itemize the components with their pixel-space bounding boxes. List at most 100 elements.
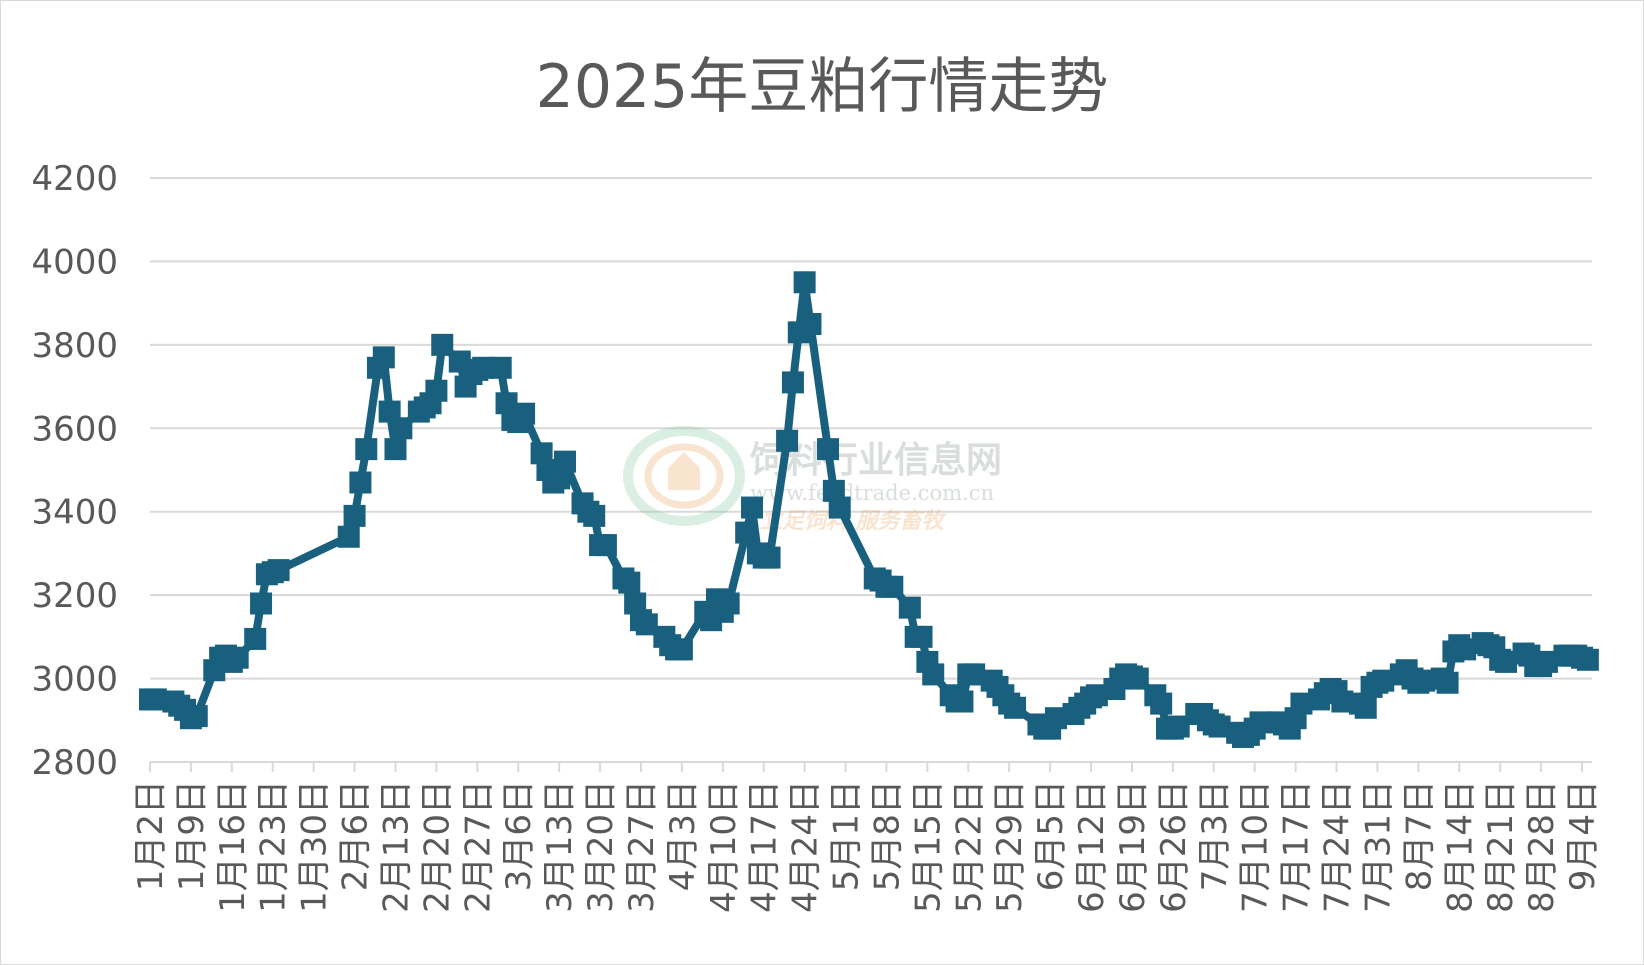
data-point — [226, 646, 249, 669]
data-point — [1150, 692, 1173, 715]
x-tick-label: 8月28日 — [1522, 780, 1562, 913]
x-tick-label: 5月8日 — [867, 780, 907, 891]
x-tick-label: 4月24日 — [786, 780, 826, 913]
data-point — [594, 534, 617, 557]
data-point — [1004, 696, 1027, 719]
data-point — [1535, 650, 1558, 673]
x-tick-label: 7月17日 — [1277, 780, 1317, 913]
x-tick-label: 4月10日 — [704, 780, 744, 913]
x-tick-label: 5月1日 — [827, 780, 867, 891]
data-point — [1331, 690, 1354, 713]
data-point — [799, 313, 822, 335]
data-point — [349, 471, 372, 494]
data-point — [431, 333, 454, 356]
data-point — [337, 525, 360, 548]
data-point — [735, 521, 758, 544]
data-point — [583, 504, 606, 527]
x-tick-label: 6月12日 — [1072, 780, 1112, 913]
data-point — [495, 392, 518, 415]
data-point — [717, 592, 740, 615]
x-tick-label: 3月20日 — [581, 780, 621, 913]
data-point — [267, 559, 290, 582]
data-point — [530, 442, 553, 465]
x-tick-label: 7月24日 — [1318, 780, 1358, 913]
data-point — [489, 356, 512, 379]
data-point — [1044, 707, 1067, 730]
x-tick-label: 4月17日 — [745, 780, 785, 913]
data-point — [1290, 692, 1313, 715]
data-point — [624, 592, 647, 615]
x-tick-label: 5月15日 — [908, 780, 948, 913]
y-tick-label: 3200 — [31, 576, 118, 616]
data-point — [881, 575, 904, 598]
x-tick-label: 3月13日 — [540, 780, 580, 913]
x-tick-label: 8月14日 — [1440, 780, 1480, 913]
data-point — [472, 356, 495, 379]
data-point — [425, 379, 448, 402]
x-tick-label: 8月21日 — [1481, 780, 1521, 913]
x-tick-label: 2月20日 — [417, 780, 457, 913]
data-point — [1208, 715, 1231, 738]
data-point — [355, 438, 378, 461]
y-tick-label: 3600 — [31, 409, 118, 449]
data-point — [963, 663, 986, 686]
x-tick-label: 6月26日 — [1154, 780, 1194, 913]
chart-title: 2025年豆粕行情走势 — [535, 52, 1109, 122]
data-point — [1249, 711, 1272, 734]
x-tick-label: 5月22日 — [949, 780, 989, 913]
x-tick-label: 1月16日 — [213, 780, 253, 913]
data-point — [250, 592, 273, 615]
data-point — [244, 627, 267, 650]
y-tick-label: 2800 — [31, 743, 118, 783]
x-tick-label: 6月19日 — [1113, 780, 1153, 913]
watermark-logo-icon — [623, 426, 745, 526]
data-point — [822, 479, 845, 502]
watermark-url: www.feedtrade.com.cn — [750, 481, 994, 505]
data-point — [670, 638, 693, 661]
gridlines — [150, 177, 1592, 763]
x-tick-label: 5月29日 — [990, 780, 1030, 913]
data-point — [378, 400, 401, 423]
data-point — [513, 402, 536, 425]
data-point — [776, 429, 799, 452]
data-point — [553, 450, 576, 473]
x-tick-label: 2月27日 — [458, 780, 498, 913]
y-tick-label: 3400 — [31, 493, 118, 533]
x-tick-label: 8月7日 — [1399, 780, 1439, 891]
watermark: 饲料行业信息网 www.feedtrade.com.cn 立足饲料 服务畜牧 — [623, 426, 1002, 534]
data-point — [343, 504, 366, 527]
data-point — [390, 417, 413, 440]
x-tick-label: 1月30日 — [295, 780, 335, 913]
data-point — [1167, 715, 1190, 738]
data-point — [1126, 667, 1149, 690]
x-tick-label: 1月23日 — [254, 780, 294, 913]
data-point — [372, 346, 395, 369]
x-tick-label: 6月5日 — [1031, 780, 1071, 891]
data-point — [1372, 669, 1395, 692]
x-tick-label: 3月6日 — [499, 780, 539, 891]
data-point — [1436, 671, 1459, 694]
data-point — [635, 613, 658, 636]
data-point — [1413, 669, 1436, 692]
y-tick-label: 3000 — [31, 660, 118, 700]
x-tick-label: 3月27日 — [622, 780, 662, 913]
data-point — [144, 688, 167, 711]
data-point — [1576, 648, 1599, 671]
data-point — [185, 705, 208, 728]
series-markers — [139, 271, 1599, 748]
data-point — [548, 467, 571, 490]
data-point — [1354, 696, 1377, 719]
x-tick-label: 1月9日 — [172, 780, 212, 891]
x-tick-label: 4月3日 — [663, 780, 703, 891]
data-point — [781, 371, 804, 394]
y-tick-label: 4000 — [31, 242, 118, 282]
data-point — [1454, 638, 1477, 661]
y-axis-labels: 2800 3000 3200 3400 3600 3800 4000 4200 — [31, 159, 118, 783]
y-tick-label: 4200 — [31, 159, 118, 199]
data-point — [384, 438, 407, 461]
x-tick-label: 2月13日 — [376, 780, 416, 913]
data-point — [793, 271, 816, 294]
data-point — [922, 663, 945, 686]
